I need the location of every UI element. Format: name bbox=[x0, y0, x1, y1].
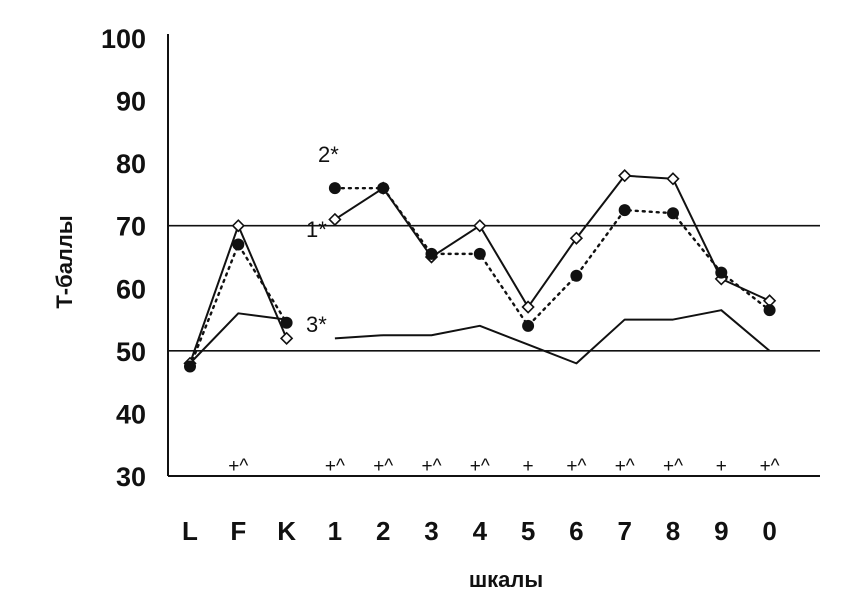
y-tick-label: 30 bbox=[116, 462, 146, 492]
significance-mark: +^ bbox=[325, 456, 345, 477]
data-point bbox=[569, 231, 584, 245]
data-point bbox=[328, 212, 342, 227]
x-tick-label: L bbox=[182, 516, 198, 546]
data-point bbox=[570, 269, 583, 282]
x-tick-label: 8 bbox=[666, 516, 680, 546]
significance-marks: +^ +^ +^ +^ +^ + +^ +^ +^ + +^ bbox=[228, 456, 779, 477]
x-tick-label: 9 bbox=[714, 516, 728, 546]
significance-mark: +^ bbox=[421, 456, 441, 477]
data-point bbox=[279, 331, 294, 345]
y-tick-label: 80 bbox=[116, 149, 146, 179]
data-point bbox=[184, 360, 196, 373]
series-line-2 bbox=[333, 186, 771, 328]
series-label-2: 2* bbox=[318, 142, 339, 167]
data-point bbox=[473, 247, 486, 260]
x-tick-label: 3 bbox=[424, 516, 438, 546]
data-point bbox=[666, 172, 680, 186]
x-tick-label: 7 bbox=[617, 516, 631, 546]
data-point bbox=[618, 169, 632, 183]
series-line-3 bbox=[189, 312, 287, 365]
data-point bbox=[231, 219, 245, 233]
significance-mark: + bbox=[523, 456, 534, 477]
axes bbox=[167, 34, 820, 477]
y-axis-label: Т-баллы bbox=[52, 215, 77, 308]
data-point bbox=[473, 219, 487, 233]
series-line-1 bbox=[334, 174, 771, 309]
data-point bbox=[280, 316, 293, 329]
x-tick-label: F bbox=[230, 516, 246, 546]
significance-mark: +^ bbox=[470, 456, 490, 477]
series-labels: 1* 2* 3* bbox=[306, 142, 339, 337]
reference-lines bbox=[168, 224, 820, 352]
x-axis-label: шкалы bbox=[469, 567, 543, 592]
x-tick-label: K bbox=[277, 516, 296, 546]
series-line-2 bbox=[188, 243, 288, 368]
y-tick-label: 70 bbox=[116, 212, 146, 242]
series-line-3 bbox=[334, 309, 771, 365]
significance-mark: +^ bbox=[663, 456, 683, 477]
x-tick-label: 0 bbox=[762, 516, 776, 546]
series-label-3: 3* bbox=[306, 312, 327, 337]
x-tick-label: 6 bbox=[569, 516, 583, 546]
series-lines bbox=[188, 174, 771, 368]
series-markers bbox=[183, 169, 777, 373]
y-tick-label: 60 bbox=[116, 274, 146, 304]
y-tick-label: 40 bbox=[116, 399, 146, 429]
data-point bbox=[522, 319, 535, 332]
y-tick-label: 100 bbox=[101, 24, 146, 54]
y-tick-label: 50 bbox=[116, 337, 146, 367]
y-tick-labels: 30 40 50 60 70 80 90 100 bbox=[101, 24, 146, 492]
data-point bbox=[618, 204, 631, 217]
data-point bbox=[667, 207, 679, 220]
x-tick-label: 4 bbox=[473, 516, 488, 546]
series-label-1: 1* bbox=[306, 217, 327, 242]
data-point bbox=[763, 304, 776, 317]
x-tick-label: 5 bbox=[521, 516, 535, 546]
data-point bbox=[715, 266, 728, 279]
data-point bbox=[377, 182, 390, 195]
significance-mark: +^ bbox=[566, 456, 586, 477]
data-point bbox=[328, 182, 341, 195]
significance-mark: + bbox=[716, 456, 727, 477]
data-point bbox=[521, 300, 535, 314]
significance-mark: +^ bbox=[373, 456, 393, 477]
data-point bbox=[232, 238, 245, 251]
significance-mark: +^ bbox=[615, 456, 635, 477]
significance-mark: +^ bbox=[760, 456, 780, 477]
x-tick-label: 2 bbox=[376, 516, 390, 546]
significance-mark: +^ bbox=[228, 456, 248, 477]
data-point bbox=[425, 247, 438, 260]
x-tick-labels: L F K 1 2 3 4 5 6 7 8 9 0 bbox=[182, 516, 777, 546]
y-tick-label: 90 bbox=[116, 87, 146, 117]
x-tick-label: 1 bbox=[328, 516, 342, 546]
